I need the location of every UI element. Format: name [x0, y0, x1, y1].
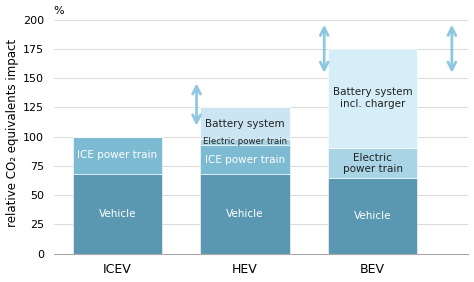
Text: Vehicle: Vehicle — [354, 211, 392, 221]
Bar — [328, 49, 418, 148]
Text: Vehicle: Vehicle — [226, 209, 264, 219]
Bar — [328, 178, 418, 254]
Bar — [201, 145, 290, 174]
Bar — [73, 174, 162, 254]
Text: Battery system
incl. charger: Battery system incl. charger — [333, 87, 412, 109]
Text: Electric
power train: Electric power train — [343, 153, 403, 174]
Text: ICE power train: ICE power train — [205, 155, 285, 165]
Bar — [201, 139, 290, 145]
Bar — [201, 174, 290, 254]
Bar — [73, 137, 162, 174]
Text: Electric power train: Electric power train — [203, 137, 287, 146]
Text: Battery system: Battery system — [205, 119, 285, 129]
Bar — [328, 148, 418, 178]
Text: ICE power train: ICE power train — [77, 150, 157, 160]
Text: %: % — [54, 6, 64, 16]
Bar — [201, 107, 290, 139]
Text: Vehicle: Vehicle — [99, 209, 136, 219]
Y-axis label: relative CO₂ equivalents impact: relative CO₂ equivalents impact — [6, 38, 18, 227]
